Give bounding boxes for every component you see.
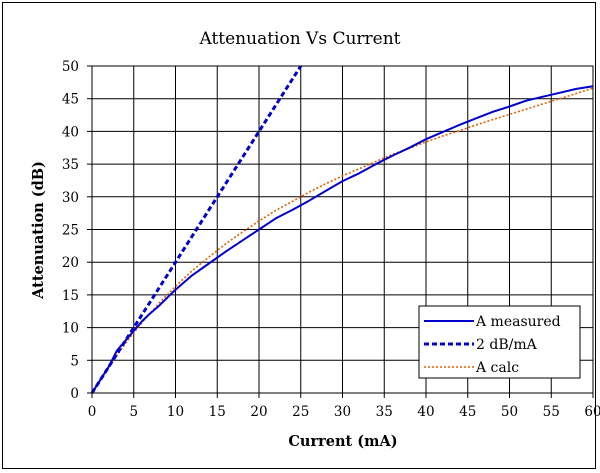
y-tick-label-15: 15 — [62, 288, 79, 304]
x-tick-label-50: 50 — [501, 404, 518, 420]
x-tick-labels: 0 5 10 15 20 25 30 35 40 45 50 55 60 — [88, 404, 600, 420]
y-tick-label-35: 35 — [62, 157, 79, 173]
y-tick-label-30: 30 — [62, 190, 79, 206]
chart-title: Attenuation Vs Current — [198, 29, 400, 49]
legend-box — [418, 305, 581, 379]
x-tick-label-30: 30 — [334, 404, 351, 420]
x-tick-label-5: 5 — [129, 404, 138, 420]
x-tick-label-10: 10 — [167, 404, 184, 420]
x-tick-label-0: 0 — [88, 404, 97, 420]
y-tick-label-20: 20 — [62, 255, 79, 271]
x-tick-label-20: 20 — [250, 404, 267, 420]
y-tick-label-25: 25 — [62, 223, 79, 239]
y-axis-label: Attenuation (dB) — [30, 161, 47, 300]
x-tick-label-25: 25 — [292, 404, 309, 420]
legend-label-2-db-ma: 2 dB/mA — [476, 337, 538, 353]
legend: A measured 2 dB/mA A calc — [418, 305, 581, 379]
x-tick-label-35: 35 — [376, 404, 393, 420]
x-tick-label-60: 60 — [584, 404, 600, 420]
series-line-a-measured — [91, 85, 594, 394]
series-line-a-calc — [91, 87, 594, 394]
series-lines — [90, 65, 594, 394]
y-tick-label-10: 10 — [62, 321, 79, 337]
plot-area-border — [91, 65, 594, 394]
series-line-2-db-ma — [90, 65, 303, 394]
x-tick-label-40: 40 — [417, 404, 434, 420]
legend-label-a-measured: A measured — [475, 314, 561, 330]
x-axis-label: Current (mA) — [288, 433, 397, 450]
chart-frame — [2, 2, 596, 469]
y-tick-label-0: 0 — [70, 386, 79, 402]
y-tick-label-45: 45 — [62, 92, 79, 108]
x-tick-label-55: 55 — [543, 404, 560, 420]
y-tick-label-40: 40 — [62, 124, 79, 140]
legend-label-a-calc: A calc — [475, 360, 519, 376]
y-tick-label-5: 5 — [70, 353, 79, 369]
x-tick-label-15: 15 — [209, 404, 226, 420]
y-tick-labels: 0 5 10 15 20 25 30 35 40 45 50 — [62, 59, 79, 402]
x-tick-label-45: 45 — [459, 404, 476, 420]
y-tick-label-50: 50 — [62, 59, 79, 75]
